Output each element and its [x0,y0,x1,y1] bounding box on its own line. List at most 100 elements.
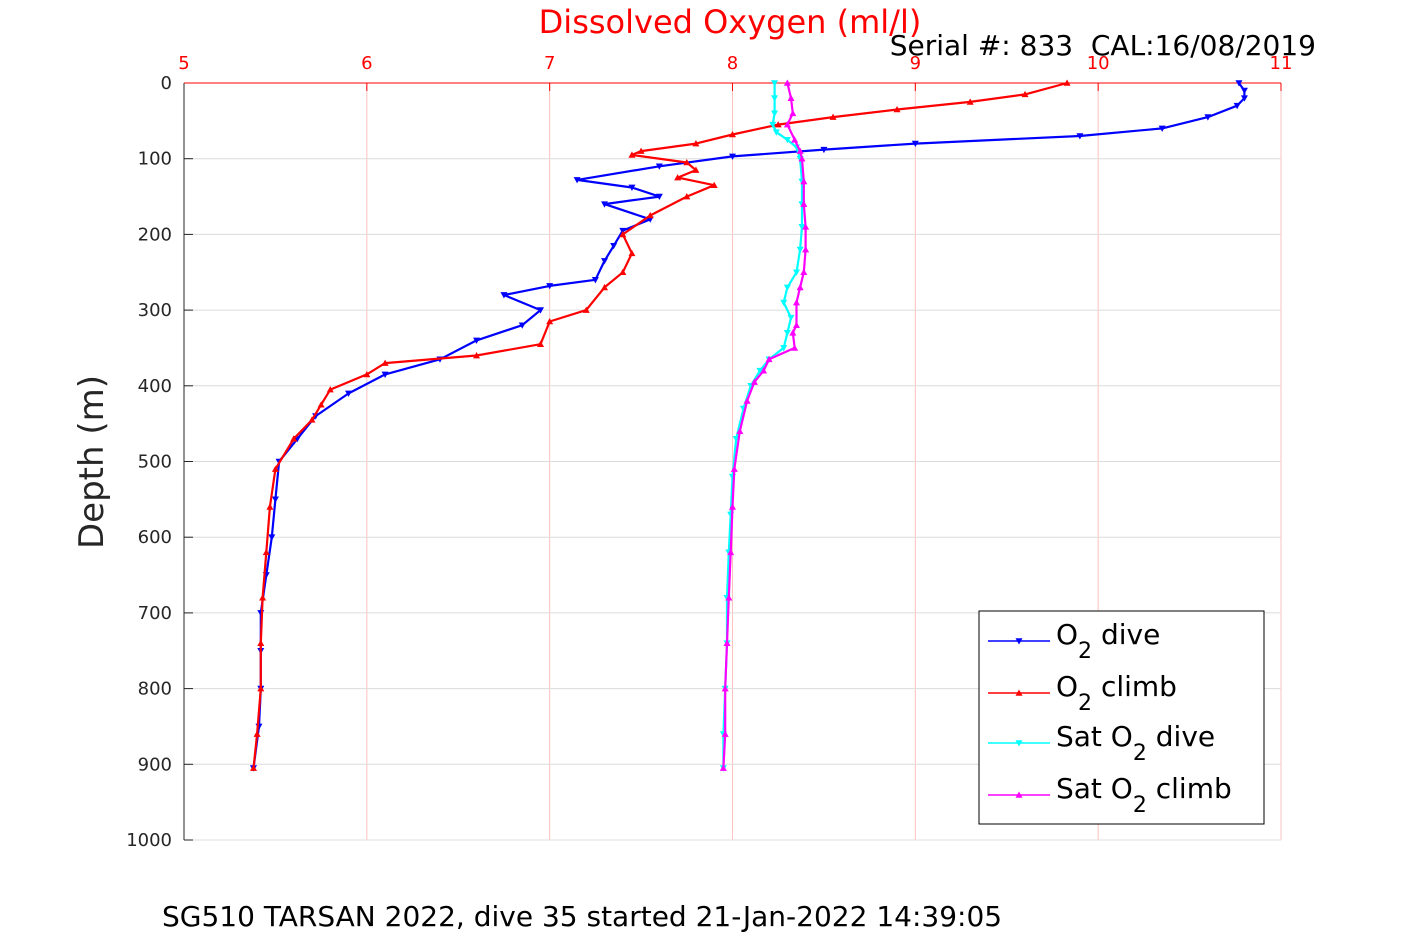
series-line [252,81,1068,769]
data-point [1240,87,1248,95]
data-point [363,370,371,378]
data-point [518,322,526,329]
data-point [729,153,736,160]
data-point [674,174,682,181]
legend-label: O2 climb [1056,670,1177,716]
y-tick-label: 900 [138,754,172,775]
data-point [787,314,795,322]
data-point [756,367,764,375]
y-tick-label: 700 [138,603,172,624]
data-point [637,147,645,154]
data-point [257,639,265,646]
data-point [619,268,627,276]
data-point [628,184,636,191]
data-point [796,147,804,154]
data-point [771,110,779,117]
data-point [591,277,599,284]
legend-label: Sat O2 climb [1056,772,1232,818]
data-point [1235,80,1243,87]
y-tick-label: 600 [138,527,172,548]
data-point [253,730,261,737]
data-point [802,246,810,253]
series-1 [249,79,1071,771]
y-tick-label: 500 [138,452,172,473]
legend-label: O2 dive [1056,618,1160,664]
data-point [710,181,718,188]
data-point [1063,79,1071,86]
data-point [1015,791,1023,798]
data-point [326,386,334,393]
data-point [723,639,731,646]
data-point [783,284,791,291]
data-point [783,79,791,86]
data-point [1076,133,1084,140]
data-point [1204,114,1212,121]
x-tick-label: 6 [361,53,372,74]
data-point [473,352,481,359]
data-point [800,177,808,185]
y-tick-label: 400 [138,376,172,397]
data-point [789,109,797,117]
data-point [780,299,788,307]
series-line [722,82,807,769]
data-point [1233,102,1241,110]
data-point [692,166,700,173]
data-point [655,163,663,170]
data-point [798,155,806,162]
data-point [290,435,298,442]
data-point [1158,125,1166,132]
data-point [655,193,663,201]
data-point [771,95,779,102]
data-point [1240,95,1248,102]
data-point [546,283,554,290]
data-point [765,355,773,363]
data-point [792,321,800,329]
data-point [789,329,797,336]
data-point [500,292,508,299]
x-tick-label: 7 [544,53,555,74]
data-point [730,465,738,472]
chart-title: Dissolved Oxygen (ml/l) [539,3,922,41]
data-point [381,359,389,366]
data-point [719,764,727,771]
y-tick-label: 200 [138,224,172,245]
data-point [774,121,782,128]
data-point [692,140,700,147]
data-point [1015,740,1023,747]
x-tick-label: 9 [910,53,921,74]
series-3 [719,79,810,771]
data-point [743,397,751,404]
data-point [317,401,325,408]
data-point [783,330,791,337]
legend-label: Sat O2 dive [1056,720,1215,766]
data-point [750,378,758,385]
data-point [725,594,733,601]
data-point [259,594,267,601]
data-point [780,345,788,352]
data-point [791,136,799,143]
data-point [787,94,795,101]
data-point [802,223,810,230]
data-point [721,685,729,692]
data-point [736,427,744,435]
data-point [345,390,353,397]
data-point [792,269,800,276]
data-point [791,344,799,351]
data-point [249,764,257,771]
data-point [893,105,901,113]
data-point [727,548,735,556]
data-point [796,246,804,254]
data-point [1015,689,1023,696]
data-point [783,121,791,128]
data-point [772,129,780,136]
chart-caption: SG510 TARSAN 2022, dive 35 started 21-Ja… [162,900,1002,933]
data-point [729,130,736,138]
data-point [771,80,779,87]
data-point [1015,638,1023,645]
data-point [800,268,808,276]
plot-area [249,79,1248,772]
tick-labels: 5 6 7 8 9 10 11 0 100 200 300 400 500 600 700 800 900 100… [126,53,1292,851]
data-point [1021,90,1029,98]
